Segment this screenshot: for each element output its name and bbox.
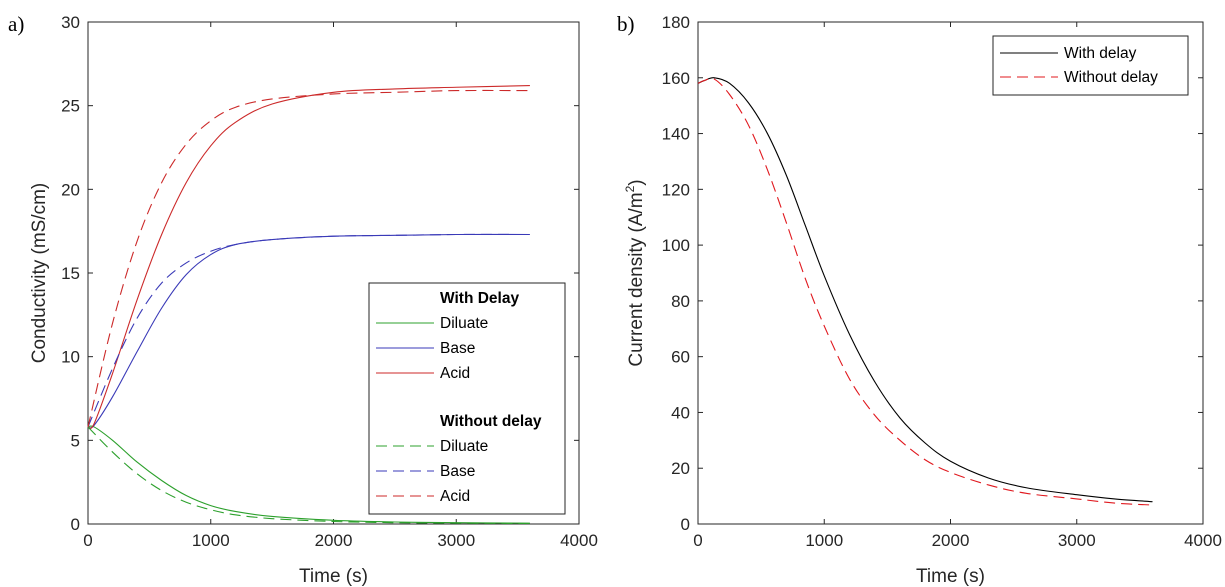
x-tick-label-b: 0 xyxy=(693,531,702,550)
line-without-delay xyxy=(697,77,1153,506)
line-with-delay-acid xyxy=(87,85,530,429)
y-tick-label-b: 120 xyxy=(662,180,690,199)
line-without-delay-acid xyxy=(87,89,530,428)
conductivity-chart: a) 0 1000 2000 3000 4000 0 5 10 15 20 25 30 Time (s… xyxy=(8,12,598,587)
plot-area-b xyxy=(697,21,1204,525)
y-tick-label-a: 25 xyxy=(61,97,80,116)
y-tick-label-a: 30 xyxy=(61,13,80,32)
x-tick-label-b: 1000 xyxy=(805,531,843,550)
line-without-delay-base xyxy=(87,233,530,428)
x-tick-label-a: 3000 xyxy=(437,531,475,550)
legend-heading-without-delay: Without delay xyxy=(440,413,542,430)
legend-label-without-delay-diluate: Diluate xyxy=(440,438,488,455)
legend-label-without-delay-acid: Acid xyxy=(440,488,470,505)
y-tick-label-a: 15 xyxy=(61,264,80,283)
line-with-delay-diluate xyxy=(87,425,530,524)
legend-b: With delay Without delay xyxy=(992,35,1189,96)
x-tick-label-b: 4000 xyxy=(1184,531,1222,550)
x-axis-label-a: Time (s) xyxy=(299,566,368,587)
x-tick-label-a: 1000 xyxy=(192,531,230,550)
legend-label-with-delay: With delay xyxy=(1064,45,1137,62)
legend-label-with-delay-acid: Acid xyxy=(440,365,470,382)
legend-box-b xyxy=(992,35,1189,96)
x-tick-label-b: 3000 xyxy=(1058,531,1096,550)
y-tick-label-b: 140 xyxy=(662,125,690,144)
y-tick-label-b: 160 xyxy=(662,69,690,88)
line-without-delay-diluate xyxy=(87,426,530,525)
x-tick-label-a: 4000 xyxy=(560,531,598,550)
legend-label-with-delay-diluate: Diluate xyxy=(440,315,488,332)
legend-label-with-delay-base: Base xyxy=(440,340,475,357)
legend-heading-with-delay: With Delay xyxy=(440,290,519,307)
y-tick-label-b: 40 xyxy=(671,403,690,422)
legend-label-without-delay: Without delay xyxy=(1064,69,1158,86)
current-density-chart: b) 0 1000 2000 3000 4000 0 20 40 60 80 100 120 140 16… xyxy=(617,12,1222,587)
panel-label-a: a) xyxy=(8,12,24,36)
y-tick-label-a: 20 xyxy=(61,180,80,199)
x-tick-label-a: 2000 xyxy=(315,531,353,550)
y-tick-label-b: 0 xyxy=(681,515,690,534)
y-tick-label-b: 100 xyxy=(662,236,690,255)
y-axis-label-b: Current density (A/m2) xyxy=(623,179,647,366)
y-tick-label-a: 0 xyxy=(71,515,80,534)
y-axis-label-a: Conductivity (mS/cm) xyxy=(29,183,50,364)
line-with-delay-base xyxy=(87,233,530,429)
y-tick-label-b: 20 xyxy=(671,459,690,478)
y-tick-label-a: 5 xyxy=(71,431,80,450)
y-tick-label-b: 60 xyxy=(671,348,690,367)
x-tick-label-b: 2000 xyxy=(932,531,970,550)
y-tick-label-b: 80 xyxy=(671,292,690,311)
y-tick-label-b: 180 xyxy=(662,13,690,32)
legend-box-a xyxy=(368,282,566,515)
x-axis-label-b: Time (s) xyxy=(916,566,985,587)
legend-a: With Delay Diluate Base Acid Without delay Di… xyxy=(368,282,566,515)
line-with-delay xyxy=(697,77,1153,503)
panel-label-b: b) xyxy=(617,12,635,36)
legend-label-without-delay-base: Base xyxy=(440,463,475,480)
x-tick-label-a: 0 xyxy=(83,531,92,550)
y-tick-label-a: 10 xyxy=(61,348,80,367)
